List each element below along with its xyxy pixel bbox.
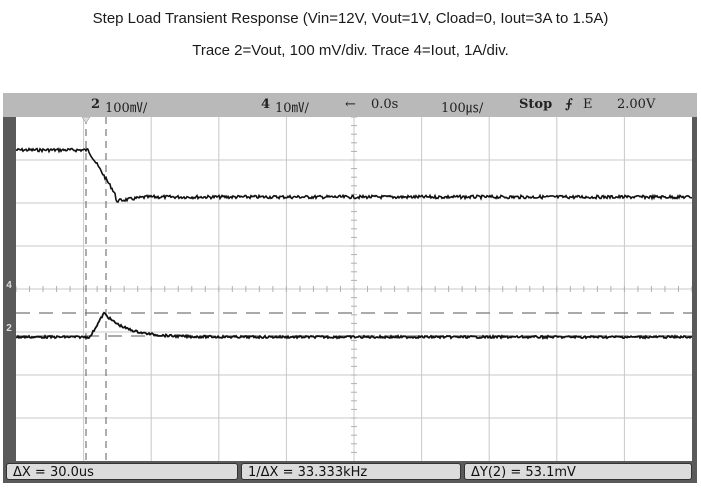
- oscilloscope-display: 2 100㎷/ 4 10㎷/ ← 0.0s 100㎲/ Stop ⨍ E 2.0…: [3, 93, 697, 483]
- caption-subtitle: Trace 2=Vout, 100 mV/div. Trace 4=Iout, …: [192, 42, 509, 59]
- delta-y-readout[interactable]: ΔY(2) = 53.1mV: [464, 463, 692, 480]
- caption-title: Step Load Transient Response (Vin=12V, V…: [92, 10, 609, 27]
- channel-4-ground-marker: 4: [6, 280, 12, 291]
- delay-value[interactable]: 0.0s: [371, 97, 399, 112]
- waveform-screen: [16, 117, 692, 461]
- delay-arrow-icon: ←: [345, 97, 356, 112]
- trace-2-vout: [16, 311, 692, 340]
- trace-4-current: [16, 147, 692, 203]
- delta-x-readout[interactable]: ΔX = 30.0us: [6, 463, 238, 480]
- trigger-level[interactable]: 2.00V: [617, 97, 656, 112]
- falling-edge-trigger-icon: ⨍: [565, 97, 573, 112]
- trigger-mode[interactable]: E: [583, 97, 593, 112]
- measurement-bar: ΔX = 30.0us 1/ΔX = 33.333kHz ΔY(2) = 53.…: [3, 461, 697, 483]
- channel-2-ground-marker: 2: [6, 323, 12, 334]
- channel-2-scale[interactable]: 100㎷/: [105, 101, 148, 116]
- channel-2-label[interactable]: 2: [91, 97, 101, 112]
- status-bar: 2 100㎷/ 4 10㎷/ ← 0.0s 100㎲/ Stop ⨍ E 2.0…: [3, 93, 697, 117]
- channel-4-scale[interactable]: 10㎷/: [275, 101, 309, 116]
- inverse-delta-x-readout[interactable]: 1/ΔX = 33.333kHz: [241, 463, 461, 480]
- timebase-scale[interactable]: 100㎲/: [441, 101, 484, 116]
- channel-4-label[interactable]: 4: [261, 97, 271, 112]
- waveform-plot: [16, 117, 692, 461]
- run-state[interactable]: Stop: [519, 97, 553, 112]
- trigger-position-icon: [81, 117, 91, 124]
